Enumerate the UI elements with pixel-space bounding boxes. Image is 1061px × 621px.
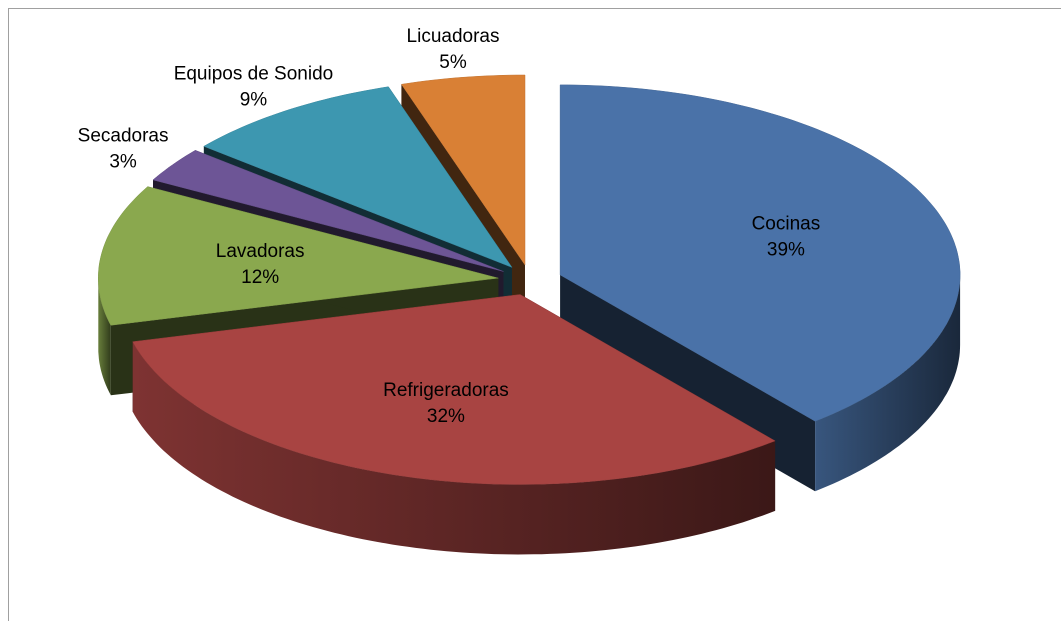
data-label-value: 39% [767,239,805,260]
slice-side [815,274,961,492]
data-label-value: 9% [240,90,268,111]
slice-top [98,186,499,326]
slice-top [400,74,526,266]
slice-top [559,84,961,422]
data-label-name: Secadoras [78,126,169,147]
slice [132,294,776,555]
data-label-value: 3% [109,152,137,173]
slice-top [203,86,513,268]
chart-border [8,8,1061,621]
data-label-name: Licuadoras [407,26,500,47]
slice-side [132,341,776,555]
data-label-name: Cocinas [752,213,821,234]
slice-side [98,278,111,396]
data-label-value: 12% [241,267,279,288]
data-label-name: Lavadoras [216,241,305,262]
slice-top [132,294,776,485]
data-label-value: 32% [427,406,465,427]
data-label-name: Equipos de Sonido [174,64,334,85]
data-label-name: Refrigeradoras [383,380,509,401]
slice-top [152,150,504,272]
data-label-value: 5% [439,52,467,73]
